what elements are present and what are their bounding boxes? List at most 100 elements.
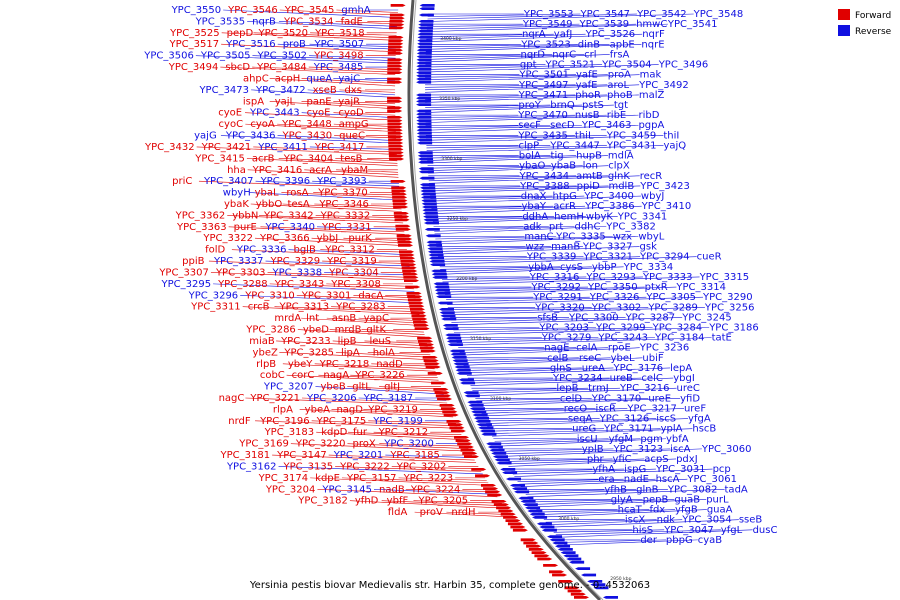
reverse-gene-arrow: [555, 544, 571, 548]
gene-label: nqrB: [252, 16, 276, 27]
gene-connector: [549, 519, 739, 528]
gene-connector: [245, 123, 396, 132]
gene-label: YPC_3295: [160, 279, 211, 290]
gene-label: YPC_3285: [283, 347, 334, 358]
reverse-gene-arrow: [416, 103, 432, 106]
gene-connector: [391, 466, 480, 470]
gene-connector: [432, 215, 555, 220]
forward-gene-arrow: [388, 36, 404, 39]
reverse-gene-arrow: [541, 528, 557, 532]
gene-connector: [279, 9, 398, 16]
forward-gene-arrow: [388, 154, 404, 158]
forward-gene-arrow: [389, 157, 405, 161]
gene-label: YPC_3145: [321, 484, 372, 495]
gene-connector: [385, 454, 474, 458]
gene-label: queA: [307, 73, 333, 84]
gene-label: ubiF: [642, 353, 663, 364]
gene-label: YPC_3256: [704, 302, 755, 313]
gene-connector: [425, 64, 603, 70]
gene-label: YPC_3338: [272, 267, 323, 278]
reverse-gene-arrow: [474, 416, 490, 420]
gene-label: YPC_3553: [523, 9, 574, 20]
gene-connector: [426, 33, 643, 43]
forward-gene-arrow: [552, 573, 568, 577]
gene-connector: [336, 9, 399, 13]
gene-label: proX: [352, 439, 375, 450]
forward-gene-arrow: [491, 500, 507, 503]
forward-gene-arrow: [413, 324, 429, 327]
gene-label: wbyJ: [641, 191, 664, 202]
gene-connector: [247, 21, 397, 30]
gene-connector: [472, 387, 589, 391]
gene-label: ribE: [607, 110, 627, 121]
gene-connector: [451, 317, 626, 323]
gene-label: YPC_3207: [263, 382, 314, 393]
gene-connector: [431, 205, 586, 212]
gene-connector: [425, 104, 614, 113]
gene-connector: [425, 104, 551, 108]
gene-label: iscA: [670, 444, 690, 455]
gene-label: YPC_3289: [647, 302, 698, 313]
gene-label: yplB: [582, 444, 604, 455]
gene-connector: [336, 169, 399, 173]
legend-reverse-swatch: [838, 25, 850, 36]
gene-label: YPC_3423: [639, 181, 690, 192]
gene-label: YPC_3435: [517, 130, 568, 141]
forward-gene-arrow: [455, 439, 471, 442]
gene-connector: [425, 74, 608, 80]
reverse-gene-arrow: [416, 71, 432, 74]
gene-connector: [221, 43, 396, 53]
gene-label: cueR: [697, 252, 722, 263]
reverse-gene-arrow: [416, 93, 432, 97]
reverse-gene-arrow: [428, 253, 444, 257]
reverse-gene-arrow: [417, 29, 433, 33]
gene-label: recO: [564, 403, 588, 414]
gene-label: YPC_3221: [249, 393, 300, 404]
gene-connector: [430, 195, 641, 204]
reverse-gene-arrow: [453, 362, 469, 366]
gene-connector: [429, 185, 609, 192]
gene-label: lepA: [670, 363, 692, 374]
gene-connector: [484, 418, 600, 422]
gene-connector: [279, 352, 432, 361]
gene-connector: [426, 135, 575, 139]
gene-label: YPC_3340: [264, 222, 315, 233]
gene-label: dnaX: [521, 191, 547, 202]
gene-connector: [442, 276, 700, 285]
legend-forward-swatch: [838, 9, 850, 20]
gene-label: YPC_3505: [200, 51, 251, 62]
gene-label: ybeB: [320, 382, 345, 393]
gene-label: dusC: [753, 525, 778, 536]
gene-label: YPC_3169: [238, 439, 289, 450]
gene-label: ampG: [339, 119, 369, 130]
gene-label: yafJ: [554, 29, 573, 40]
forward-gene-arrow: [537, 557, 553, 561]
gene-connector: [525, 489, 668, 495]
reverse-gene-arrow: [518, 496, 534, 500]
gene-connector: [221, 32, 397, 41]
gene-label: ybeY: [288, 359, 313, 370]
gene-label: YPC_3366: [259, 233, 310, 244]
gene-connector: [311, 237, 406, 244]
reverse-gene-arrow: [464, 394, 480, 398]
gene-label: pcp: [713, 464, 731, 475]
forward-gene-arrow: [407, 298, 423, 302]
gene-label: YPC_3545: [284, 5, 335, 16]
forward-gene-arrow: [396, 234, 412, 238]
forward-gene-arrow: [389, 16, 405, 20]
reverse-gene-arrow: [435, 292, 451, 295]
gene-connector: [438, 256, 641, 263]
forward-gene-arrow: [392, 202, 408, 206]
gene-connector: [541, 509, 707, 518]
gene-label: YPC_3393: [316, 176, 367, 187]
gene-label: cyoC: [219, 119, 244, 130]
reverse-gene-arrow: [418, 170, 434, 174]
gene-connector: [442, 276, 587, 280]
forward-gene-arrow: [512, 528, 528, 532]
reverse-gene-arrow: [421, 202, 437, 206]
gene-label: YPC_3183: [264, 427, 315, 438]
reverse-gene-arrow: [417, 151, 433, 154]
forward-gene-arrow: [475, 474, 491, 478]
gene-label: YPC_3290: [702, 292, 753, 303]
gene-connector: [255, 420, 459, 429]
